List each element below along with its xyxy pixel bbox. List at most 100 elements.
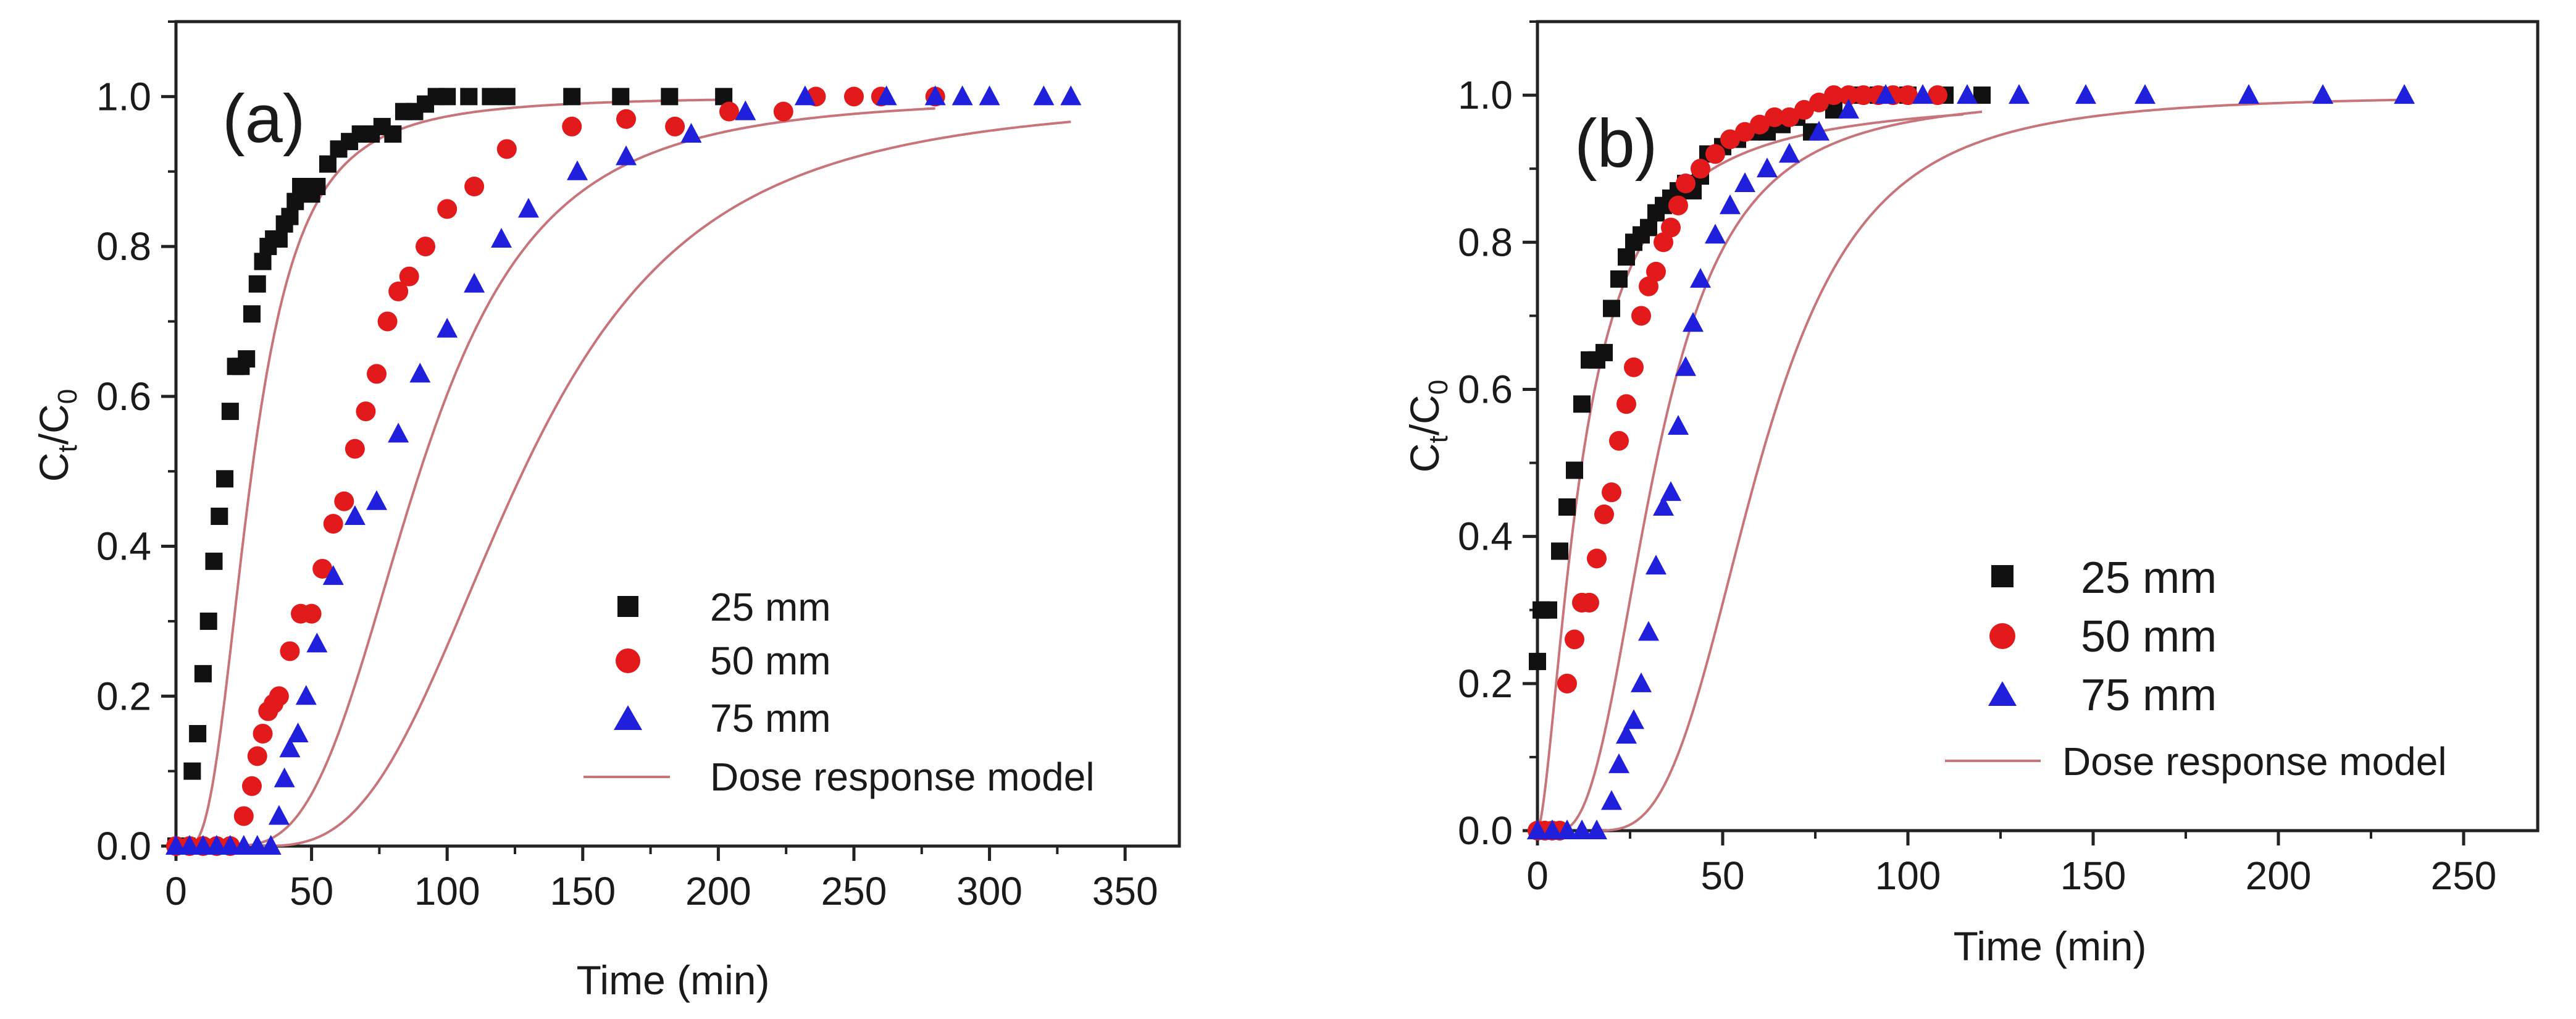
point-a-s2-7 bbox=[260, 835, 282, 855]
point-a-s0-3 bbox=[183, 762, 201, 780]
point-a-s2-8 bbox=[268, 805, 290, 825]
point-a-s0-14 bbox=[243, 305, 261, 323]
y-axis-label-b-main: C bbox=[1402, 443, 1447, 473]
point-b-s2-33 bbox=[2394, 84, 2415, 104]
y-tick-label-a-1: 0.2 bbox=[96, 674, 151, 718]
point-a-s2-19 bbox=[437, 317, 458, 338]
legend-b-label-model: Dose response model bbox=[2062, 739, 2447, 784]
y-tick-label-b-5: 1.0 bbox=[1458, 73, 1513, 117]
point-a-s2-1 bbox=[178, 835, 200, 855]
point-a-s0-13 bbox=[238, 350, 256, 368]
model-curve-a-2 bbox=[257, 120, 1071, 847]
y-axis-label-a-mid: /C bbox=[31, 404, 77, 445]
point-b-s0-12 bbox=[1618, 248, 1635, 266]
point-a-s2-30 bbox=[951, 85, 973, 106]
panel-label-a: (a) bbox=[222, 81, 305, 157]
chart-panel-a: 0 50 100 150 200 250 300 3500.00.20.40.60.81.0 … bbox=[31, 20, 1181, 1003]
legend-a-label-25: 25 mm bbox=[710, 585, 831, 629]
x-tick-label-b-0: 0 bbox=[1526, 853, 1549, 898]
y-tick-label-b-0: 0.0 bbox=[1458, 808, 1513, 853]
point-b-s2-16 bbox=[1683, 312, 1704, 332]
point-a-s1-12 bbox=[280, 641, 300, 661]
point-a-s0-33 bbox=[384, 125, 402, 143]
point-b-s1-19 bbox=[1668, 195, 1688, 216]
ticks-a bbox=[161, 20, 1127, 861]
point-a-s1-5 bbox=[233, 806, 254, 826]
y-axis-label-a-main: C bbox=[31, 453, 77, 482]
point-b-s1-7 bbox=[1579, 592, 1599, 613]
point-b-s2-9 bbox=[1631, 672, 1652, 692]
point-a-s1-7 bbox=[247, 746, 267, 766]
model-curve-b-0 bbox=[1536, 113, 1964, 831]
model-curve-a-0 bbox=[186, 98, 732, 847]
tick-labels-b: 0 50 100 150 200 250 0.0 0.2 0.4 0.6 0.8 1.0 bbox=[1458, 73, 2496, 898]
point-a-s1-8 bbox=[253, 723, 273, 744]
x-tick-label-a-6: 300 bbox=[956, 869, 1022, 913]
point-b-s2-4 bbox=[1586, 820, 1607, 839]
ticks-b bbox=[1523, 20, 2465, 845]
y-axis-label-b-mid: /C bbox=[1402, 395, 1447, 435]
y-tick-label-b-2: 0.4 bbox=[1458, 514, 1513, 559]
point-a-s2-27 bbox=[794, 85, 816, 106]
plot-frame-b bbox=[1536, 20, 2540, 832]
point-a-s2-20 bbox=[464, 272, 485, 293]
legend-a: 25 mm 50 mm 75 mm Dose response model bbox=[583, 585, 1095, 799]
y-axis-label-b-sub2: 0 bbox=[1423, 380, 1453, 395]
point-b-s2-11 bbox=[1646, 555, 1666, 575]
point-a-s2-3 bbox=[206, 835, 227, 855]
model-curves-b bbox=[1536, 98, 2408, 832]
point-a-s1-17 bbox=[334, 491, 354, 511]
point-b-s0-4 bbox=[1558, 498, 1576, 516]
point-a-s0-42 bbox=[563, 88, 581, 106]
point-a-s0-26 bbox=[308, 178, 326, 195]
legend-b-label-50: 50 mm bbox=[2081, 612, 2217, 661]
point-b-s0-9 bbox=[1595, 343, 1613, 361]
legend-a-marker-50 bbox=[616, 648, 640, 673]
point-a-s1-21 bbox=[377, 311, 398, 332]
x-tick-label-b-3: 150 bbox=[2060, 853, 2126, 898]
model-curve-b-1 bbox=[1556, 111, 1983, 832]
point-a-s1-6 bbox=[241, 776, 262, 796]
point-b-s1-10 bbox=[1602, 482, 1621, 503]
point-a-s1-34 bbox=[843, 86, 864, 107]
point-a-s1-16 bbox=[323, 514, 343, 534]
point-b-s2-17 bbox=[1690, 267, 1711, 288]
point-b-s1-4 bbox=[1557, 673, 1577, 694]
point-a-s0-27 bbox=[319, 155, 337, 173]
x-tick-label-b-4: 200 bbox=[2246, 853, 2312, 898]
legend-b-marker-50 bbox=[1989, 623, 2015, 649]
y-tick-label-a-2: 0.4 bbox=[96, 524, 151, 569]
point-a-s0-9 bbox=[216, 470, 234, 488]
point-b-s2-31 bbox=[2238, 84, 2259, 104]
y-tick-label-b-3: 0.6 bbox=[1458, 367, 1513, 411]
point-a-s0-6 bbox=[199, 612, 217, 630]
point-b-s2-19 bbox=[1720, 194, 1741, 214]
point-a-s0-21 bbox=[281, 208, 299, 225]
x-tick-label-a-7: 350 bbox=[1092, 869, 1158, 913]
point-b-s1-18 bbox=[1661, 217, 1681, 238]
point-a-s0-19 bbox=[270, 230, 288, 248]
y-tick-label-b-1: 0.2 bbox=[1458, 661, 1513, 706]
point-b-s0-2 bbox=[1540, 601, 1557, 619]
x-axis-label-a: Time (min) bbox=[577, 957, 770, 1003]
legend-b-marker-75 bbox=[1988, 681, 2017, 706]
point-a-s2-9 bbox=[274, 767, 295, 787]
point-a-s1-27 bbox=[496, 139, 517, 159]
point-b-s2-0 bbox=[1527, 820, 1548, 839]
point-a-s2-14 bbox=[322, 565, 344, 585]
point-a-s2-6 bbox=[246, 835, 268, 855]
point-a-s2-25 bbox=[680, 123, 702, 143]
point-a-s2-2 bbox=[192, 835, 214, 855]
point-b-s1-27 bbox=[1779, 107, 1799, 127]
point-b-s1-36 bbox=[1928, 85, 1947, 106]
x-tick-label-a-0: 0 bbox=[165, 869, 187, 913]
chart-panel-b: 0 50 100 150 200 250 0.0 0.2 0.4 0.6 0.8 1.0 (b) Ti… bbox=[1402, 20, 2540, 969]
legend-b: 25 mm 50 mm 75 mm Dose response model bbox=[1945, 553, 2447, 784]
point-b-s1-20 bbox=[1676, 174, 1696, 193]
point-b-s1-28 bbox=[1794, 99, 1814, 120]
point-a-s1-30 bbox=[665, 116, 685, 136]
point-a-s1-25 bbox=[437, 199, 458, 219]
point-b-s0-10 bbox=[1603, 300, 1620, 317]
tick-labels-a: 0 50 100 150 200 250 300 350 0.0 0.2 0.4 0.6 0.8 1.0 bbox=[96, 74, 1158, 913]
